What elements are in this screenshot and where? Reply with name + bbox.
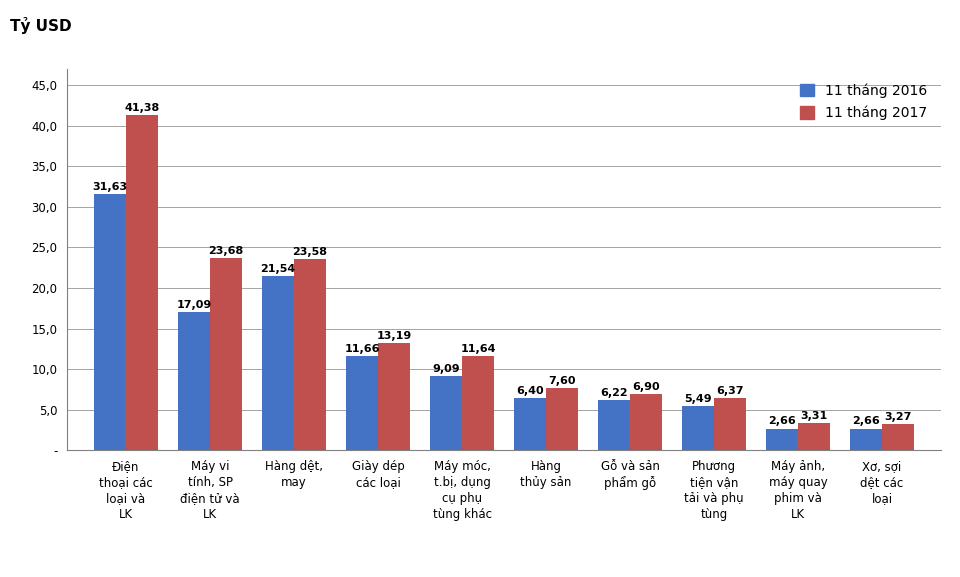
Text: 31,63: 31,63 [92, 182, 128, 192]
Text: 17,09: 17,09 [177, 299, 211, 310]
Bar [682, 406, 714, 450]
Text: 5,49: 5,49 [684, 394, 712, 403]
Text: 6,22: 6,22 [600, 388, 628, 398]
Bar [630, 394, 662, 450]
Bar [94, 194, 126, 450]
Bar [598, 400, 630, 450]
Text: 6,37: 6,37 [716, 387, 744, 396]
Bar [514, 398, 546, 450]
Bar [546, 388, 578, 450]
Bar [179, 312, 210, 450]
Text: Tỷ USD: Tỷ USD [10, 17, 71, 34]
Bar [882, 424, 914, 450]
Bar [262, 276, 294, 450]
Text: 23,58: 23,58 [293, 247, 327, 257]
Text: 6,40: 6,40 [516, 386, 544, 396]
Text: 21,54: 21,54 [260, 264, 296, 273]
Text: 2,66: 2,66 [768, 417, 796, 426]
Bar [347, 355, 378, 450]
Bar [378, 343, 410, 450]
Text: 41,38: 41,38 [125, 103, 159, 113]
Bar [798, 424, 829, 450]
Bar [714, 399, 746, 450]
Text: 6,90: 6,90 [632, 382, 660, 392]
Bar [462, 356, 494, 450]
Text: 3,31: 3,31 [801, 411, 828, 421]
Text: 23,68: 23,68 [208, 246, 244, 256]
Bar [766, 429, 798, 450]
Text: 3,27: 3,27 [884, 411, 912, 422]
Text: 11,64: 11,64 [460, 344, 495, 354]
Text: 7,60: 7,60 [548, 376, 576, 387]
Bar [210, 258, 242, 450]
Bar [430, 376, 462, 450]
Text: 11,66: 11,66 [345, 343, 380, 354]
Bar [294, 259, 326, 450]
Text: 13,19: 13,19 [376, 331, 412, 341]
Text: 9,09: 9,09 [432, 365, 460, 374]
Legend: 11 tháng 2016, 11 tháng 2017: 11 tháng 2016, 11 tháng 2017 [793, 76, 934, 128]
Text: 2,66: 2,66 [852, 417, 880, 426]
Bar [126, 115, 157, 450]
Bar [851, 429, 882, 450]
